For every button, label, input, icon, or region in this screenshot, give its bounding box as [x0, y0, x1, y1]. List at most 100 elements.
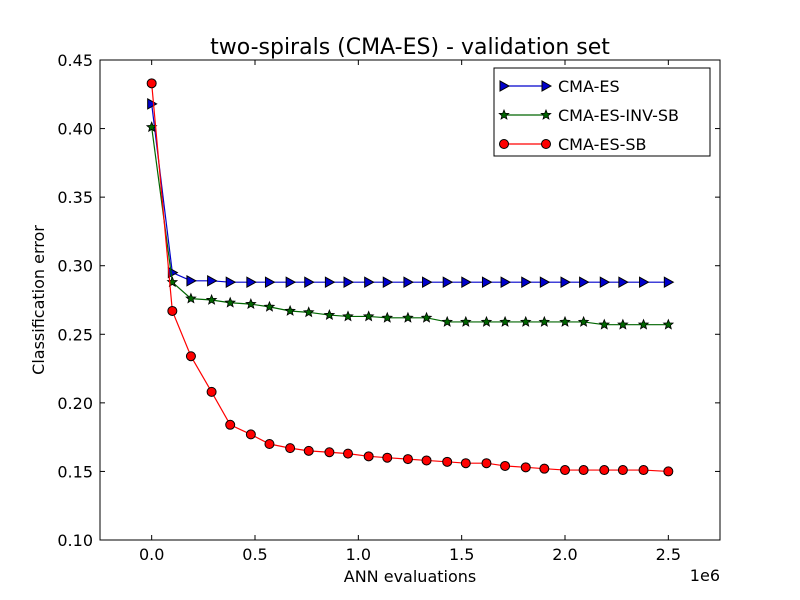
- data-point-cma-es-inv-sb: [538, 315, 551, 327]
- data-point-cma-es: [663, 276, 675, 289]
- data-point-cma-es-sb: [285, 443, 296, 454]
- x-tick-label: 2.5: [656, 545, 681, 564]
- x-tick-label: 0.5: [242, 545, 267, 564]
- data-point-cma-es-inv-sb: [381, 311, 394, 323]
- data-point-cma-es: [422, 276, 433, 289]
- data-point-cma-es-sb: [638, 465, 649, 476]
- y-tick-label: 0.20: [57, 394, 93, 413]
- data-point-cma-es-sb: [481, 458, 492, 469]
- y-tick-label: 0.40: [57, 120, 93, 139]
- y-axis: 0.10 0.15 0.20 0.25 0.30 0.35 0.40 0.45: [57, 51, 720, 550]
- legend-box: [493, 67, 711, 157]
- y-tick-label: 0.45: [57, 51, 93, 70]
- data-point-cma-es: [639, 276, 650, 289]
- series-cma-es-inv-sb: [145, 121, 675, 330]
- data-point-cma-es: [186, 274, 197, 287]
- y-tick-label: 0.30: [57, 257, 93, 276]
- data-point-cma-es-sb: [303, 445, 314, 456]
- data-point-cma-es: [560, 276, 572, 289]
- series-cma-es: [147, 98, 675, 289]
- legend-marker-cma-es: [499, 80, 511, 92]
- legend-item-cma-es: CMA-ES: [499, 77, 620, 96]
- data-point-cma-es-inv-sb: [460, 315, 472, 327]
- data-point-cma-es-inv-sb: [245, 298, 257, 310]
- data-point-cma-es-sb: [146, 78, 157, 89]
- data-point-cma-es-sb: [442, 456, 453, 467]
- y-tick-label: 0.25: [57, 325, 93, 344]
- data-point-cma-es-sb: [382, 452, 393, 463]
- data-point-cma-es-sb: [167, 305, 178, 316]
- y-tick-label: 0.15: [57, 462, 93, 481]
- data-point-cma-es-sb: [578, 465, 589, 476]
- data-point-cma-es-inv-sb: [302, 306, 315, 318]
- y-tick-label: 0.10: [57, 531, 93, 550]
- data-point-cma-es-inv-sb: [224, 296, 236, 308]
- data-point-cma-es-sb: [206, 386, 217, 397]
- data-point-cma-es: [579, 276, 590, 289]
- data-point-cma-es-inv-sb: [420, 311, 433, 323]
- data-point-cma-es-inv-sb: [480, 315, 493, 327]
- data-point-cma-es-sb: [663, 466, 674, 477]
- x-axis-label: ANN evaluations: [344, 567, 476, 586]
- data-point-cma-es-inv-sb: [342, 310, 354, 322]
- x-tick-label: 1.5: [449, 545, 474, 564]
- x-axis: 0.0 0.5 1.0 1.5 2.0 2.5: [139, 60, 681, 564]
- legend-marker-cma-es: [541, 80, 553, 92]
- legend-item-cma-es-inv-sb: CMA-ES-INV-SB: [498, 106, 679, 125]
- data-point-cma-es: [207, 274, 218, 287]
- series-layer: [145, 78, 675, 477]
- data-point-cma-es-inv-sb: [185, 292, 197, 304]
- legend-marker-cma-es-sb: [541, 139, 551, 149]
- data-point-cma-es: [324, 276, 336, 289]
- legend-marker-cma-es-sb: [499, 139, 509, 149]
- chart-title: two-spirals (CMA-ES) - validation set: [210, 35, 610, 60]
- data-point-cma-es: [599, 276, 611, 289]
- data-point-cma-es-inv-sb: [166, 276, 179, 288]
- data-point-cma-es-sb: [617, 465, 628, 476]
- legend-marker-cma-es-inv-sb: [540, 108, 552, 120]
- data-point-cma-es-inv-sb: [598, 318, 611, 330]
- x-tick-label: 0.0: [139, 545, 164, 564]
- data-point-cma-es: [442, 276, 454, 289]
- data-point-cma-es: [343, 276, 355, 289]
- data-point-cma-es-sb: [185, 351, 196, 362]
- data-point-cma-es: [147, 98, 158, 110]
- data-point-cma-es: [285, 276, 297, 289]
- data-point-cma-es-sb: [500, 460, 511, 471]
- data-point-cma-es-inv-sb: [577, 315, 590, 327]
- x-axis-offset-label: 1e6: [690, 566, 720, 585]
- data-point-cma-es: [403, 276, 414, 289]
- series-cma-es-sb: [146, 78, 674, 477]
- legend-item-cma-es-sb: CMA-ES-SB: [499, 135, 647, 154]
- data-point-cma-es-sb: [539, 463, 550, 474]
- legend-marker-cma-es-inv-sb: [498, 108, 510, 120]
- data-point-cma-es: [304, 276, 315, 289]
- data-point-cma-es-sb: [560, 465, 570, 476]
- data-point-cma-es-sb: [225, 419, 236, 430]
- data-point-cma-es: [461, 276, 472, 289]
- data-point-cma-es: [246, 276, 257, 289]
- data-point-cma-es: [481, 276, 493, 289]
- data-point-cma-es: [539, 276, 551, 289]
- data-point-cma-es-sb: [363, 451, 374, 462]
- data-point-cma-es-inv-sb: [519, 315, 532, 327]
- data-point-cma-es-inv-sb: [284, 304, 296, 316]
- legend-label-cma-es-sb: CMA-ES-SB: [558, 135, 647, 154]
- y-tick-label: 0.35: [57, 188, 93, 207]
- legend: CMA-ES CMA-ES-INV-SB CMA-ES-SB: [493, 67, 711, 157]
- data-point-cma-es-inv-sb: [637, 318, 650, 330]
- data-point-cma-es-sb: [343, 448, 353, 459]
- data-point-cma-es-inv-sb: [205, 293, 218, 305]
- legend-label-cma-es: CMA-ES: [558, 77, 620, 96]
- data-point-cma-es-sb: [245, 429, 256, 440]
- data-point-cma-es-inv-sb: [323, 309, 336, 320]
- legend-label-cma-es-inv-sb: CMA-ES-INV-SB: [558, 106, 679, 125]
- data-point-cma-es-inv-sb: [362, 310, 375, 322]
- data-point-cma-es: [500, 276, 512, 289]
- data-point-cma-es-sb: [324, 447, 335, 458]
- x-tick-label: 1.0: [346, 545, 371, 564]
- data-point-cma-es-sb: [460, 458, 471, 469]
- data-point-cma-es-inv-sb: [662, 318, 675, 330]
- data-point-cma-es-inv-sb: [263, 300, 276, 312]
